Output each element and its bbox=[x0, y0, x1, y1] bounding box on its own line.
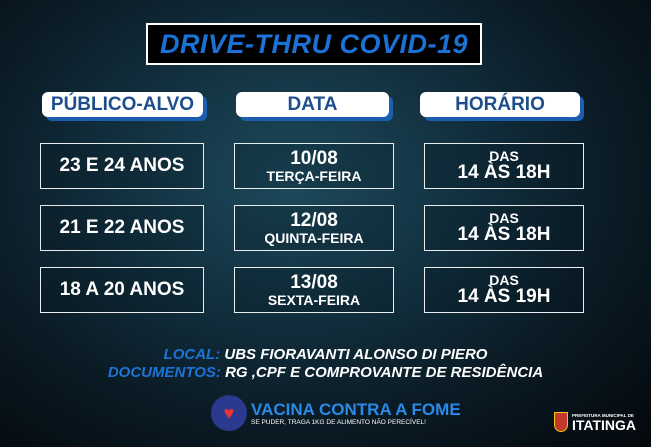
publico-cell: 23 E 24 ANOS bbox=[40, 143, 204, 189]
das-text: DAS bbox=[489, 271, 519, 288]
poster-title: DRIVE-THRU COVID-19 bbox=[146, 23, 482, 65]
publico-cell: 21 E 22 ANOS bbox=[40, 205, 204, 251]
das-text: DAS bbox=[489, 209, 519, 226]
publico-text: 21 E 22 ANOS bbox=[59, 217, 185, 239]
hours-cell: DAS 14 ÀS 19H bbox=[424, 267, 584, 313]
campaign-logo: ♥ VACINA CONTRA A FOME SE PUDER, TRAGA 1… bbox=[211, 395, 461, 431]
prefeitura-line1: PREFEITURA MUNICIPAL DE bbox=[572, 412, 634, 418]
header-data: DATA bbox=[236, 92, 389, 117]
local-label: LOCAL: bbox=[163, 346, 221, 363]
date-text: 12/08 bbox=[290, 209, 338, 231]
prefeitura-logo: PREFEITURA MUNICIPAL DE ITATINGA bbox=[554, 412, 636, 432]
das-text: DAS bbox=[489, 147, 519, 164]
documentos-line: DOCUMENTOS: RG ,CPF E COMPROVANTE DE RES… bbox=[0, 364, 651, 381]
header-horario: HORÁRIO bbox=[420, 92, 580, 117]
date-cell: 12/08 QUINTA-FEIRA bbox=[234, 205, 394, 251]
weekday-text: SEXTA-FEIRA bbox=[267, 291, 361, 308]
heart-hands-icon: ♥ bbox=[211, 395, 247, 431]
hours-cell: DAS 14 ÀS 18H bbox=[424, 205, 584, 251]
header-publico-alvo: PÚBLICO-ALVO bbox=[42, 92, 203, 117]
publico-text: 18 A 20 ANOS bbox=[59, 279, 185, 301]
local-line: LOCAL: UBS FIORAVANTI ALONSO DI PIERO bbox=[0, 346, 651, 363]
local-value: UBS FIORAVANTI ALONSO DI PIERO bbox=[224, 346, 488, 363]
date-text: 10/08 bbox=[290, 147, 338, 169]
hours-cell: DAS 14 ÀS 18H bbox=[424, 143, 584, 189]
weekday-text: TERÇA-FEIRA bbox=[266, 167, 362, 184]
hours-text: 14 ÀS 18H bbox=[457, 162, 551, 184]
documentos-value: RG ,CPF E COMPROVANTE DE RESIDÊNCIA bbox=[225, 364, 544, 381]
weekday-text: QUINTA-FEIRA bbox=[264, 229, 364, 246]
documentos-label: DOCUMENTOS: bbox=[107, 364, 221, 381]
hours-text: 14 ÀS 18H bbox=[457, 224, 551, 246]
crest-icon bbox=[554, 412, 568, 432]
date-cell: 13/08 SEXTA-FEIRA bbox=[234, 267, 394, 313]
campaign-subtitle: SE PUDER, TRAGA 1KG DE ALIMENTO NÃO PERE… bbox=[251, 418, 426, 426]
date-text: 13/08 bbox=[290, 271, 338, 293]
campaign-title: VACINA CONTRA A FOME bbox=[251, 399, 461, 419]
publico-cell: 18 A 20 ANOS bbox=[40, 267, 204, 313]
hours-text: 14 ÀS 19H bbox=[457, 286, 551, 308]
prefeitura-line2: ITATINGA bbox=[572, 416, 637, 433]
publico-text: 23 E 24 ANOS bbox=[59, 155, 185, 177]
date-cell: 10/08 TERÇA-FEIRA bbox=[234, 143, 394, 189]
